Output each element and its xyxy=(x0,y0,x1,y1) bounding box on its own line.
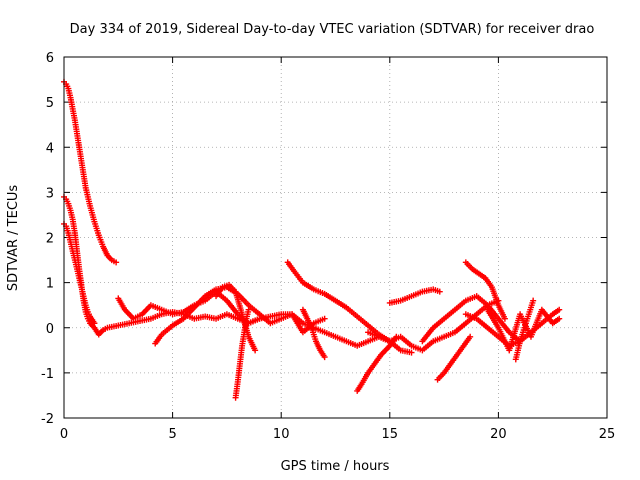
y-tick-label: 6 xyxy=(46,51,54,66)
grid-lines xyxy=(64,57,607,418)
series-track-14 xyxy=(419,293,524,345)
x-tick-label: 5 xyxy=(168,427,176,442)
series-track-7 xyxy=(232,306,252,401)
x-axis-label: GPS time / hours xyxy=(281,459,390,474)
data-point xyxy=(321,354,328,361)
y-tick-labels: -2 -1 0 1 2 3 4 5 6 xyxy=(41,51,54,427)
x-tick-label: 20 xyxy=(490,427,507,442)
series-track-12 xyxy=(386,286,443,306)
series-track-15 xyxy=(434,333,474,383)
y-tick-label: 3 xyxy=(46,186,54,201)
x-tick-label: 15 xyxy=(382,427,399,442)
y-tick-label: 0 xyxy=(46,322,54,337)
x-tick-label: 10 xyxy=(273,427,290,442)
plot-frame xyxy=(63,56,608,419)
series-track-4 xyxy=(115,288,415,356)
series-track-18 xyxy=(484,306,563,354)
data-point xyxy=(556,315,563,322)
series-track-10 xyxy=(299,306,328,361)
data-point xyxy=(408,349,415,356)
y-tick-label: 5 xyxy=(46,96,54,111)
y-tick-label: -2 xyxy=(41,412,54,427)
data-point xyxy=(501,315,508,322)
data-point xyxy=(556,306,563,313)
x-tick-labels: 0 5 10 15 20 25 xyxy=(60,427,615,442)
data-point xyxy=(245,306,252,313)
series-track-8 xyxy=(256,311,328,336)
y-tick-label: 4 xyxy=(46,141,54,156)
data-point xyxy=(530,297,537,304)
axis-ticks xyxy=(63,56,608,419)
data-point xyxy=(467,333,474,340)
data-point xyxy=(321,315,328,322)
y-tick-label: 1 xyxy=(46,277,54,292)
x-tick-label: 25 xyxy=(599,427,616,442)
y-tick-label: -1 xyxy=(41,367,54,382)
series-track-19 xyxy=(512,297,537,363)
series-track-6 xyxy=(213,281,259,354)
series-track-1 xyxy=(61,78,120,266)
chart-title: Day 334 of 2019, Sidereal Day-to-day VTE… xyxy=(70,22,595,37)
series-track-16 xyxy=(462,259,508,322)
data-point xyxy=(436,288,443,295)
data-point xyxy=(113,259,120,266)
y-tick-label: 2 xyxy=(46,232,54,247)
data-point xyxy=(252,347,259,354)
data-point xyxy=(91,320,98,327)
series-track-3 xyxy=(61,220,98,327)
y-axis-label: SDTVAR / TECUs xyxy=(6,185,21,292)
series-track-13 xyxy=(365,297,502,354)
x-tick-label: 0 xyxy=(60,427,68,442)
data-series xyxy=(61,78,563,401)
